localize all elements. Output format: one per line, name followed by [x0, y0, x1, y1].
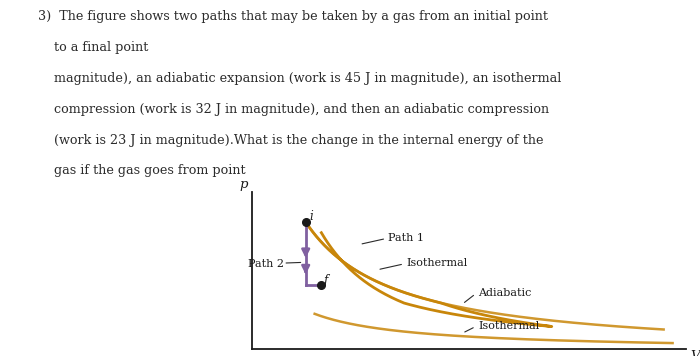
Text: i: i — [309, 210, 313, 223]
Text: 3)  The figure shows two paths that may be taken by a gas from an initial point: 3) The figure shows two paths that may b… — [38, 10, 552, 23]
Text: (work is 23 J in magnitude).What is the change in the internal energy of the: (work is 23 J in magnitude).What is the … — [38, 134, 544, 147]
Text: compression (work is 32 J in magnitude), and then an adiabatic compression: compression (work is 32 J in magnitude),… — [38, 103, 550, 116]
Text: gas if the gas goes from point: gas if the gas goes from point — [38, 164, 250, 178]
Text: Path 2: Path 2 — [248, 259, 284, 269]
Text: V: V — [690, 350, 700, 356]
Text: p: p — [239, 178, 248, 191]
Text: to a final point: to a final point — [38, 41, 153, 54]
Text: f: f — [323, 273, 328, 287]
Text: Path 1: Path 1 — [389, 233, 424, 243]
Text: magnitude), an adiabatic expansion (work is 45 J in magnitude), an isothermal: magnitude), an adiabatic expansion (work… — [38, 72, 562, 85]
Text: Isothermal: Isothermal — [407, 258, 468, 268]
Text: Isothermal: Isothermal — [478, 321, 539, 331]
Text: Adiabatic: Adiabatic — [478, 288, 531, 298]
